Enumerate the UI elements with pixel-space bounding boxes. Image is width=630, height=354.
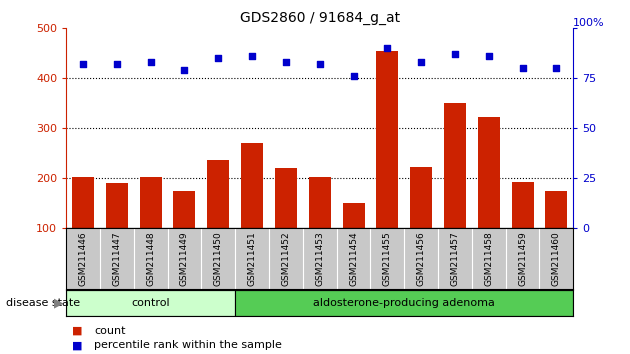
Point — [315, 62, 325, 67]
Text: GSM211453: GSM211453 — [315, 231, 324, 286]
Bar — [140, 177, 162, 228]
Bar — [72, 177, 94, 228]
Text: count: count — [94, 326, 126, 336]
Text: ■: ■ — [72, 340, 83, 350]
Point — [382, 46, 392, 51]
Bar — [309, 177, 331, 228]
Point — [180, 68, 190, 73]
Text: GSM211460: GSM211460 — [552, 231, 561, 286]
Text: GSM211451: GSM211451 — [248, 231, 256, 286]
Bar — [343, 203, 365, 228]
Text: 100%: 100% — [573, 18, 605, 28]
Bar — [235, 290, 573, 316]
Bar — [512, 182, 534, 228]
Text: GSM211446: GSM211446 — [79, 231, 88, 286]
Text: GSM211457: GSM211457 — [450, 231, 459, 286]
Bar — [241, 143, 263, 228]
Bar — [444, 103, 466, 228]
Bar — [173, 191, 195, 228]
Point — [281, 59, 291, 65]
Title: GDS2860 / 91684_g_at: GDS2860 / 91684_g_at — [239, 11, 400, 24]
Text: ▶: ▶ — [54, 296, 64, 309]
Text: GSM211447: GSM211447 — [112, 231, 122, 286]
Text: GSM211454: GSM211454 — [349, 231, 358, 286]
Bar — [410, 167, 432, 228]
Point — [78, 62, 88, 67]
Text: GSM211458: GSM211458 — [484, 231, 493, 286]
Text: GSM211448: GSM211448 — [146, 231, 155, 286]
Text: disease state: disease state — [6, 298, 81, 308]
Text: aldosterone-producing adenoma: aldosterone-producing adenoma — [313, 298, 495, 308]
Point — [551, 65, 561, 71]
Point — [213, 56, 224, 61]
Text: GSM211450: GSM211450 — [214, 231, 223, 286]
Point — [112, 62, 122, 67]
Bar — [207, 160, 229, 228]
Bar — [546, 191, 568, 228]
Bar — [106, 183, 128, 228]
Bar — [275, 169, 297, 228]
Point — [247, 53, 257, 59]
Point — [348, 74, 358, 79]
Text: percentile rank within the sample: percentile rank within the sample — [94, 340, 282, 350]
Bar — [478, 117, 500, 228]
Text: GSM211456: GSM211456 — [416, 231, 426, 286]
Point — [484, 53, 494, 59]
Point — [146, 59, 156, 65]
Text: GSM211449: GSM211449 — [180, 231, 189, 286]
Bar — [376, 51, 398, 228]
Text: GSM211455: GSM211455 — [383, 231, 392, 286]
Point — [450, 51, 460, 57]
Text: GSM211459: GSM211459 — [518, 231, 527, 286]
Point — [518, 65, 528, 71]
Bar — [66, 290, 235, 316]
Text: GSM211452: GSM211452 — [282, 231, 290, 286]
Text: ■: ■ — [72, 326, 83, 336]
Text: control: control — [132, 298, 170, 308]
Point — [416, 59, 427, 65]
